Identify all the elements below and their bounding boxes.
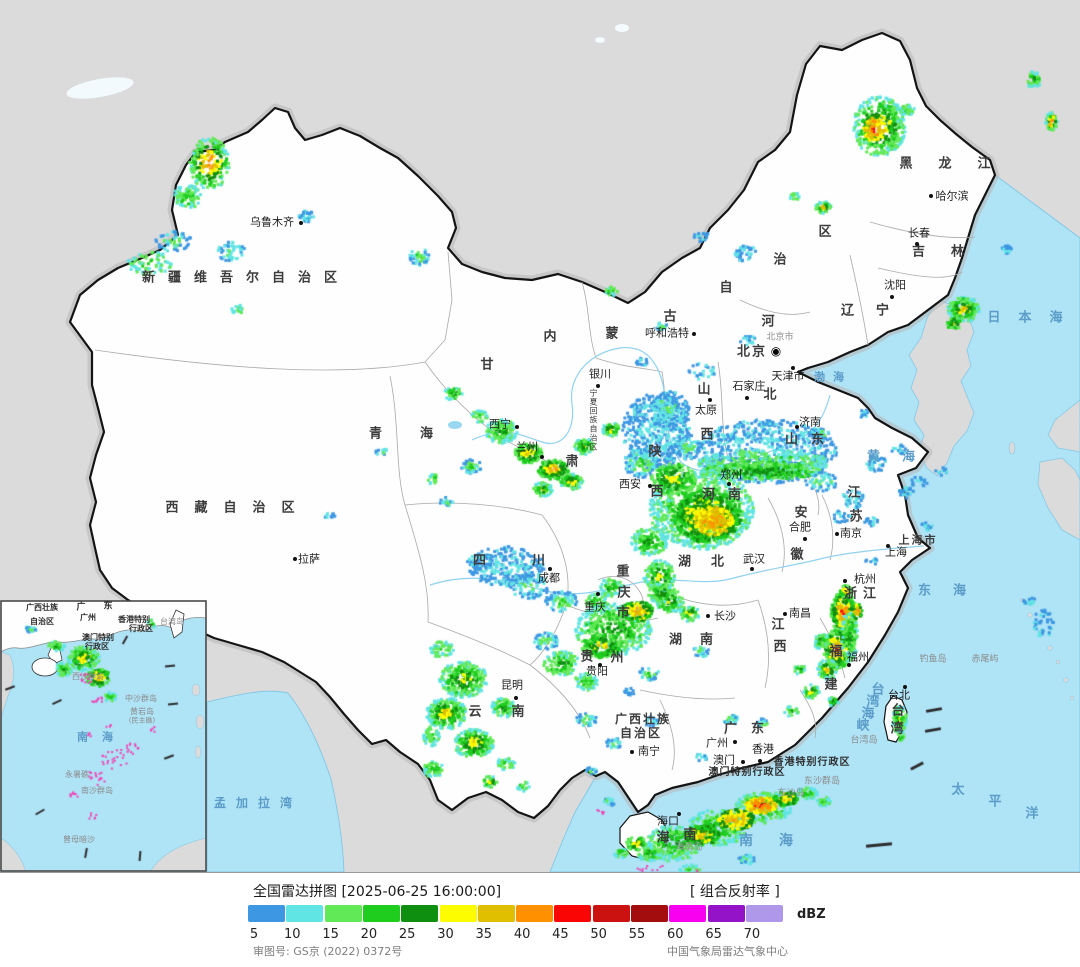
legend-chip-55 <box>631 905 668 922</box>
legend-value: 45 <box>552 927 569 942</box>
qinghai-lake <box>448 421 462 429</box>
basemap-svg <box>0 0 1080 872</box>
legend-value: 50 <box>590 927 607 942</box>
south-china-sea-inset <box>0 600 207 872</box>
tsushima-island <box>1008 441 1016 455</box>
dbz-unit-label: dBZ <box>797 907 826 922</box>
map-license: 审图号: GS京 (2022) 0372号 <box>253 945 403 958</box>
info-panel: 全国雷达拼图 [2025-06-25 16:00:00] [ 组合反射率 ] 5… <box>0 872 1080 967</box>
legend-chip-70 <box>745 905 783 922</box>
legend-value: 10 <box>284 927 301 942</box>
china-radar-map: 黑龙江 吉林 辽宁 新疆维吾尔自治区 西藏自治区 青海 河南 山东 湖北 湖南 广东 四川 浙江 上海市广… <box>0 0 1080 872</box>
legend-chip-40 <box>516 905 554 922</box>
legend-value: 65 <box>705 927 722 942</box>
map-title: 全国雷达拼图 [2025-06-25 16:00:00] <box>253 884 502 900</box>
legend-value: 70 <box>743 927 761 942</box>
legend-value: 15 <box>322 927 339 942</box>
legend-value: 25 <box>398 927 416 942</box>
legend-chip-25 <box>401 905 439 922</box>
credit-label: 中国气象局雷达气象中心 <box>667 945 788 958</box>
legend-value: 35 <box>475 927 493 942</box>
legend-chip-30 <box>439 905 477 922</box>
product-label: [ 组合反射率 ] <box>690 884 780 900</box>
legend-chip-50 <box>592 905 630 922</box>
legend-chip-5 <box>248 905 285 922</box>
legend-value: 20 <box>360 927 378 942</box>
legend-chip-20 <box>362 905 400 922</box>
dbz-legend: 5 10 15 20 25 30 35 40 45 50 55 60 65 70 <box>0 873 1080 967</box>
legend-value: 55 <box>628 927 646 942</box>
legend-chip-65 <box>707 905 745 922</box>
lake <box>615 24 629 32</box>
legend-chip-60 <box>669 905 707 922</box>
legend-chip-15 <box>324 905 362 922</box>
legend-value: 40 <box>513 927 531 942</box>
legend-chip-35 <box>477 905 515 922</box>
lake <box>595 37 605 43</box>
legend-value: 30 <box>437 927 454 942</box>
legend-value: 5 <box>249 927 259 942</box>
legend-chip-10 <box>286 905 324 922</box>
legend-chip-45 <box>554 905 592 922</box>
legend-value: 60 <box>667 927 684 942</box>
